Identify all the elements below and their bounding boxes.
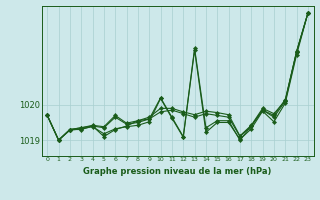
X-axis label: Graphe pression niveau de la mer (hPa): Graphe pression niveau de la mer (hPa) — [84, 167, 272, 176]
